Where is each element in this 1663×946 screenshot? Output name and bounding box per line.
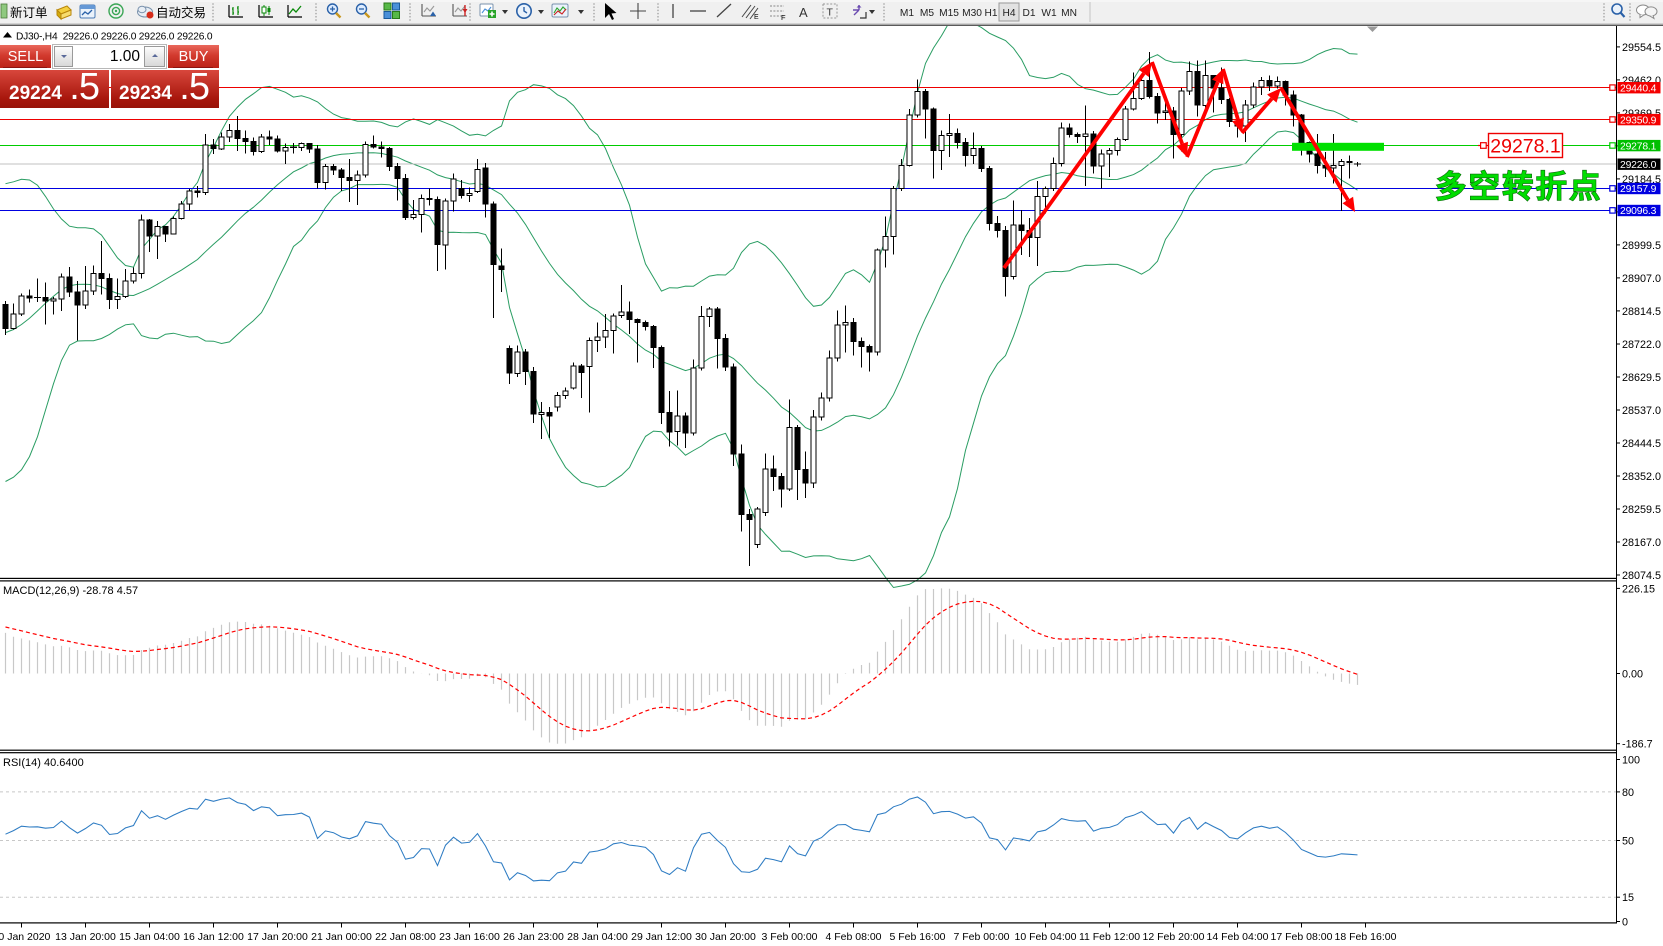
svg-text:3 Feb 00:00: 3 Feb 00:00 [761,931,817,943]
svg-text:4 Feb 08:00: 4 Feb 08:00 [825,931,881,943]
svg-text:28074.5: 28074.5 [1622,570,1661,582]
svg-text:18 Feb 16:00: 18 Feb 16:00 [1335,931,1397,943]
svg-text:100: 100 [1622,754,1640,766]
svg-text:10 Feb 04:00: 10 Feb 04:00 [1015,931,1077,943]
svg-text:MN: MN [1061,8,1077,19]
svg-text:29278.1: 29278.1 [1620,141,1657,152]
svg-text:29440.4: 29440.4 [1620,83,1657,94]
svg-text:15 Jan 04:00: 15 Jan 04:00 [119,931,180,943]
svg-text:29278.1: 29278.1 [1490,136,1561,158]
svg-text:28444.5: 28444.5 [1622,438,1661,450]
svg-text:17 Jan 20:00: 17 Jan 20:00 [247,931,308,943]
svg-text:多空转折点: 多空转折点 [1435,170,1603,205]
svg-text:23 Jan 16:00: 23 Jan 16:00 [439,931,500,943]
svg-text:14 Feb 04:00: 14 Feb 04:00 [1207,931,1269,943]
svg-text:29554.5: 29554.5 [1622,42,1661,54]
svg-text:28907.0: 28907.0 [1622,273,1661,285]
svg-text:28629.5: 28629.5 [1622,372,1661,384]
svg-text:H4: H4 [1002,8,1015,19]
svg-text:28352.0: 28352.0 [1622,471,1661,483]
svg-text:29 Jan 12:00: 29 Jan 12:00 [631,931,692,943]
svg-text:-186.7: -186.7 [1622,739,1653,751]
svg-text:RSI(14) 40.6400: RSI(14) 40.6400 [3,757,84,769]
svg-text:11 Feb 12:00: 11 Feb 12:00 [1079,931,1140,943]
svg-text:30 Jan 20:00: 30 Jan 20:00 [695,931,756,943]
svg-text:50: 50 [1622,835,1634,847]
svg-text:H1: H1 [984,8,997,19]
svg-text:29096.3: 29096.3 [1620,206,1657,217]
svg-text:MACD(12,26,9) -28.78 4.57: MACD(12,26,9) -28.78 4.57 [3,585,138,597]
svg-text:28167.0: 28167.0 [1622,537,1661,549]
svg-text:28537.0: 28537.0 [1622,405,1661,417]
svg-text:28259.5: 28259.5 [1622,504,1661,516]
svg-text:15: 15 [1622,892,1634,904]
svg-text:A: A [799,5,808,20]
svg-text:28722.0: 28722.0 [1622,339,1661,351]
svg-text:16 Jan 12:00: 16 Jan 12:00 [183,931,244,943]
svg-text:29226.0: 29226.0 [1620,160,1657,171]
svg-text:12 Feb 20:00: 12 Feb 20:00 [1143,931,1205,943]
svg-text:F: F [781,13,786,22]
svg-text:D1: D1 [1022,8,1035,19]
svg-text:29157.9: 29157.9 [1620,184,1657,195]
svg-text:E: E [754,14,759,21]
svg-text:80: 80 [1622,787,1634,799]
svg-text:0: 0 [1622,916,1628,928]
svg-text:M1: M1 [900,8,914,19]
svg-text:28999.5: 28999.5 [1622,240,1661,252]
svg-text:T: T [827,7,834,19]
svg-text:28 Jan 04:00: 28 Jan 04:00 [567,931,628,943]
svg-text:22 Jan 08:00: 22 Jan 08:00 [375,931,436,943]
svg-text:自动交易: 自动交易 [156,5,206,20]
svg-text:M15: M15 [939,8,959,19]
svg-text:13 Jan 20:00: 13 Jan 20:00 [55,931,116,943]
svg-text:17 Feb 08:00: 17 Feb 08:00 [1271,931,1333,943]
svg-text:M5: M5 [920,8,934,19]
svg-text:7 Feb 00:00: 7 Feb 00:00 [953,931,1009,943]
svg-text:M30: M30 [962,8,982,19]
svg-text:28814.5: 28814.5 [1622,306,1661,318]
svg-text:0.00: 0.00 [1622,668,1643,680]
svg-text:29350.9: 29350.9 [1620,115,1657,126]
svg-text:226.15: 226.15 [1622,583,1655,595]
svg-text:DJ30-,H4 29226.0 29226.0 2922: DJ30-,H4 29226.0 29226.0 29226.0 29226.0 [16,32,213,43]
svg-text:5 Feb 16:00: 5 Feb 16:00 [889,931,945,943]
svg-text:10 Jan 2020: 10 Jan 2020 [0,931,51,943]
svg-text:新订单: 新订单 [10,5,48,20]
svg-text:26 Jan 23:00: 26 Jan 23:00 [503,931,564,943]
svg-text:W1: W1 [1041,8,1057,19]
svg-text:21 Jan 00:00: 21 Jan 00:00 [311,931,372,943]
